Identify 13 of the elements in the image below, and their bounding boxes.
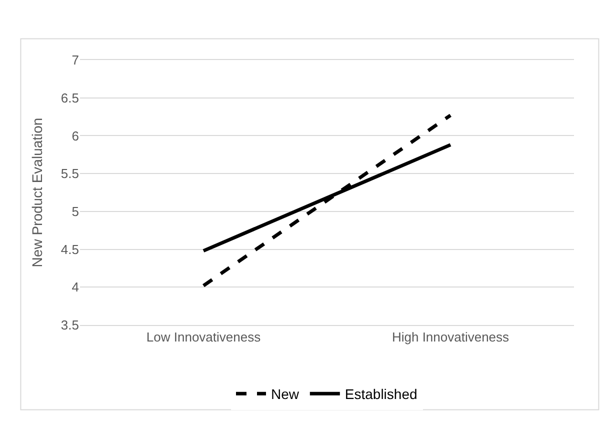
y-tick-label: 3.5	[60, 318, 79, 333]
y-tick-label: 6	[72, 128, 79, 144]
x-tick-label: High Innovativeness	[392, 330, 510, 345]
y-tick-label: 6.5	[60, 90, 79, 106]
y-tick-label: 7	[72, 52, 79, 68]
x-tick-label: Low Innovativeness	[146, 330, 262, 345]
y-tick-label: 5	[72, 204, 79, 219]
y-tick-label: 4	[72, 280, 79, 295]
legend-label: New	[271, 386, 300, 402]
legend-label: Established	[344, 386, 418, 402]
y-tick-label: 4.5	[60, 242, 79, 257]
y-tick-label: 5.5	[60, 166, 79, 182]
y-axis-title: New Product Evaluation	[29, 118, 45, 268]
